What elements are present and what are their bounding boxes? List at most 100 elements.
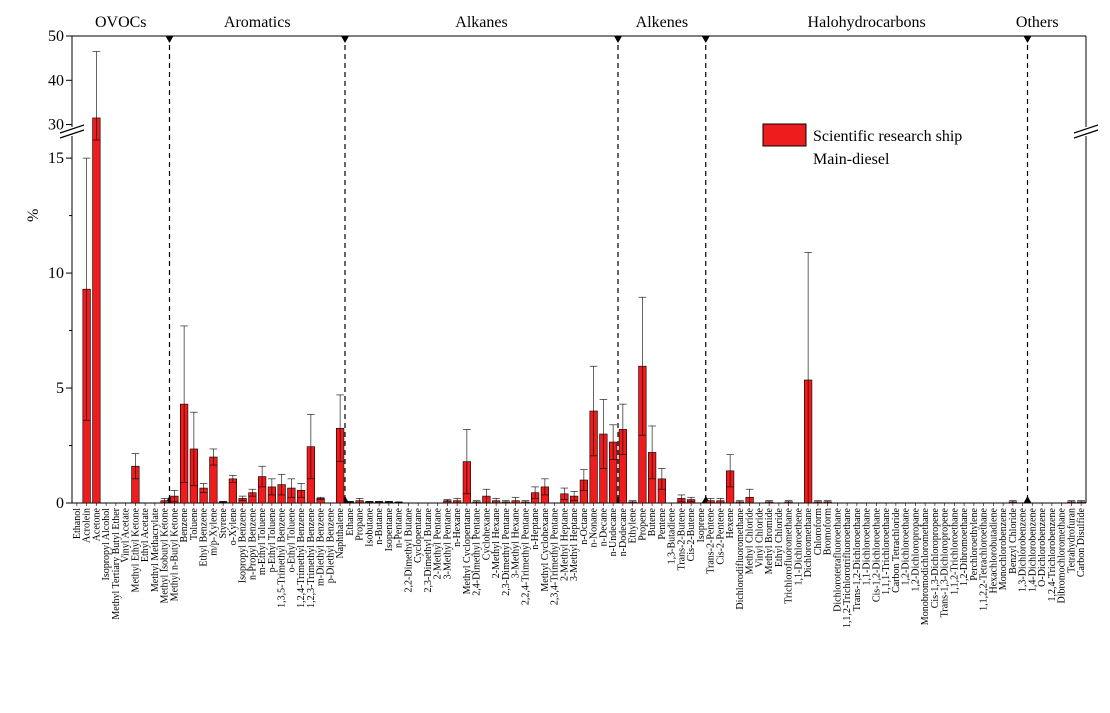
category-label: Methyl Methacrylate (150, 507, 161, 592)
category-label: 1,3-Dichlorobenzene (1018, 507, 1029, 592)
category-label: 1,2-Dibromoethane (959, 507, 970, 586)
category-label: 1,1,2-Trichloroethane (949, 507, 960, 594)
category-label: Ethane (345, 507, 356, 535)
category-label: Hexene (725, 507, 736, 538)
category-label: Isopropyl Benzene (238, 507, 249, 583)
category-label: Bromoform (823, 508, 834, 555)
category-label: Benzene (179, 507, 190, 542)
category-label: Methyl Chloride (745, 507, 756, 574)
category-label: Methyl Bromide (764, 507, 775, 574)
category-label: Cis-2-Pentene (715, 507, 726, 564)
category-label: 2,2-Dimethyl Butane (403, 507, 414, 592)
category-label: Cyclohexane (481, 507, 492, 560)
category-label: Vinyl Acetate (121, 507, 132, 562)
category-label: Methyl n-Butyl Ketone (169, 507, 180, 601)
category-label: Trans-1,2-Dichloroethane (852, 507, 863, 611)
category-label: Cis-2-Butene (686, 507, 697, 561)
divider-marker-bottom (1023, 496, 1032, 503)
category-label: Isobutane (364, 507, 375, 546)
category-label: n-Heptane (530, 507, 541, 549)
category-label: n-Undecane (608, 507, 619, 556)
category-label: Ethanol (72, 508, 83, 539)
category-label: 1,3-Butadiene (667, 507, 678, 564)
y-axis-label: % (25, 209, 42, 222)
category-label: Cis-1,3-Dichloropropene (930, 507, 941, 608)
category-label: n-Hexane (452, 507, 463, 546)
group-label: Others (1016, 14, 1059, 31)
category-label: 1,2,3-Trimethyl Benzene (306, 507, 317, 607)
category-label: Monochlorobenzene (998, 507, 1009, 590)
category-label: Propene (637, 507, 648, 540)
divider-marker-top (701, 36, 710, 43)
category-label: Ethyl Benzene (199, 507, 210, 566)
category-label: Hexachlorobutadiene (988, 507, 999, 593)
axis-break-mark-left (59, 129, 85, 139)
category-label: Isopentane (384, 507, 395, 551)
category-label: Carbon Disulfide (1076, 507, 1087, 577)
category-label: Dichlorodifluoromethane (735, 507, 746, 609)
divider-marker-top (614, 36, 622, 43)
category-label: 1,1,1-Trichloroethane (881, 507, 892, 594)
y-tick-label: 10 (48, 265, 64, 282)
category-label: 1,1-Dichloroethane (862, 507, 873, 585)
category-label: n-Nonane (589, 507, 600, 547)
category-label: Toluene (189, 507, 200, 540)
y-tick-label: 15 (48, 150, 64, 167)
category-label: n-Decane (598, 507, 609, 546)
category-label: Dichlorotetrafluoroethane (832, 507, 843, 611)
category-label: Vinyl Chloride (754, 507, 765, 567)
category-label: 2,3,4-Trimethyl Pentane (550, 507, 561, 605)
axis-break-mark-right (1073, 124, 1099, 134)
category-label: 2,4-Dimethyl Pentane (472, 507, 483, 595)
category-label: Methyl Cyclohexane (540, 507, 551, 591)
category-label: Acrolein (82, 508, 93, 543)
category-label: Monobromodichloromethane (920, 507, 931, 625)
category-label: Ethyl Acetate (140, 507, 151, 562)
y-tick-label: 40 (48, 72, 64, 89)
category-label: Cyclopentane (413, 507, 424, 563)
category-label: 3-Methyl Hexane (511, 507, 522, 578)
category-label: 1,1-Dichloroethene (793, 507, 804, 585)
category-label: Styrene (218, 507, 229, 538)
category-label: Acetone (91, 507, 102, 541)
category-label: Isopropyl Alcohol (101, 508, 112, 581)
category-label: 2,2,4-Trimethyl Pentane (520, 507, 531, 605)
divider-marker-top (341, 36, 349, 43)
category-label: p-Ethyl Toluene (267, 507, 278, 572)
category-label: 1,4-Dichlorobenzene (1027, 507, 1038, 592)
category-label: m-Diethyl Benzene (316, 507, 327, 586)
category-label: 1,1,2-Trichlorotrifluoroethane (842, 507, 853, 628)
category-label: Chloroform (813, 508, 824, 555)
axis-break-gap-right (1072, 127, 1100, 136)
group-label: Aromatics (224, 14, 291, 31)
category-label: o-Xylene (228, 507, 239, 545)
category-label: Trans-2-Pentene (706, 507, 717, 573)
category-label: Perchloroethylene (969, 507, 980, 580)
category-label: Trans-1,3-Dichloropropene (940, 507, 951, 617)
category-label: Butene (647, 507, 658, 536)
group-label: Alkenes (636, 14, 688, 31)
category-label: n-Butane (374, 507, 385, 544)
category-label: n-Dodecane (618, 507, 629, 556)
y-tick-label: 50 (48, 28, 64, 45)
category-label: Ethyl Chloride (774, 507, 785, 567)
category-label: n-Octane (579, 507, 590, 544)
category-label: n-Propyl Benzene (247, 507, 258, 579)
y-tick-label: 0 (56, 495, 64, 512)
y-tick-label: 30 (48, 117, 64, 134)
category-label: o-Ethyl Toluene (286, 507, 297, 572)
category-label: m/p-Xylene (208, 507, 219, 555)
category-label: 2,3-Dimethyl Butane (423, 507, 434, 592)
category-label: Methyl Cyclopentane (462, 507, 473, 594)
category-label: 2-Methyl Heptane (559, 507, 570, 581)
category-label: n-Pentane (394, 507, 405, 548)
category-label: Ethylene (628, 507, 639, 543)
category-label: Trans-2-Butene (676, 507, 687, 570)
legend-series-label: Scientific research ship (813, 128, 962, 145)
y-tick-label: 5 (56, 380, 64, 397)
legend-swatch (762, 123, 807, 147)
category-label: 1,1,2,2-Tetrachloroethane (979, 507, 990, 610)
divider-marker-top (1023, 36, 1032, 43)
